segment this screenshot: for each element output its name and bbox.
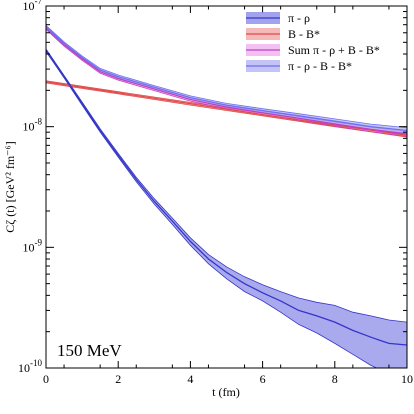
chart-annotation: 150 MeV	[57, 341, 122, 360]
x-tick-label: 4	[187, 372, 193, 386]
legend-label: Sum π - ρ + B - B*	[288, 43, 380, 57]
y-tick-label: 10-9	[23, 237, 43, 254]
series-line-2	[46, 27, 407, 135]
y-tick-label: 10-8	[23, 117, 43, 134]
series-lines	[46, 26, 407, 346]
legend-label: π - ρ	[288, 11, 310, 25]
series-line-3	[46, 26, 407, 132]
x-tick-label: 2	[115, 372, 121, 386]
plot-frame	[45, 5, 408, 369]
legend-label: π - ρ - B - B*	[288, 59, 352, 73]
y-axis-title: Cζ (t) [GeV² fm⁻⁶]	[3, 141, 17, 232]
error-band-0	[46, 48, 407, 368]
x-tick-label: 8	[332, 372, 338, 386]
x-tick-label: 10	[401, 372, 413, 386]
series-line-1	[46, 81, 407, 136]
legend: π - ρ B - B* Sum π - ρ + B - B* π - ρ - B -…	[246, 11, 380, 73]
y-tick-label: 10-7	[23, 0, 43, 13]
error-bands	[46, 24, 407, 368]
y-tick-label: 10-10	[18, 358, 42, 375]
x-tick-label: 0	[43, 372, 49, 386]
axis-ticks	[45, 5, 408, 369]
legend-label: B - B*	[288, 27, 320, 41]
x-axis-title: t (fm)	[212, 385, 240, 399]
error-band-3	[46, 24, 407, 134]
tick-labels: 0 2 4 6 8 10 10-10 10-9 10-8 10-7	[18, 0, 413, 386]
x-tick-label: 6	[260, 372, 266, 386]
series-line-0	[46, 49, 407, 346]
